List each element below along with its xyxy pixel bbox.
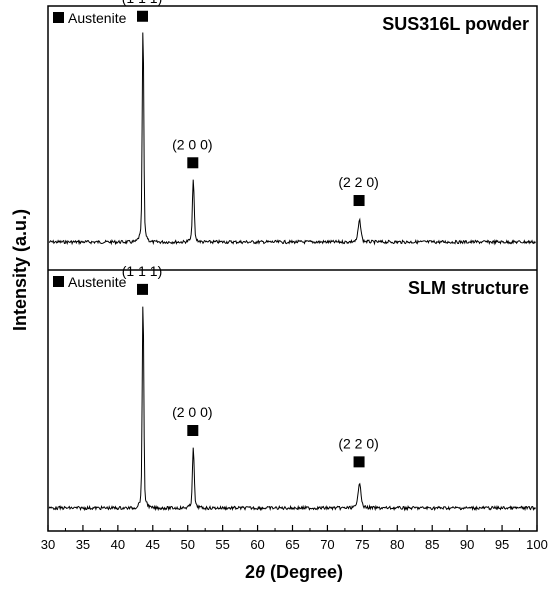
x-tick-label: 70	[320, 537, 334, 552]
x-tick-label: 30	[41, 537, 55, 552]
peak-marker	[353, 456, 365, 468]
x-axis: 30 35 40 45 50 55 60 65 70 75 80 85 90 95 100	[41, 525, 548, 552]
legend-label: Austenite	[68, 10, 127, 26]
x-tick-label: 100	[526, 537, 548, 552]
x-tick-label: 80	[390, 537, 404, 552]
panel-2: SLM structure Austenite(1 1 1) (2 0 0) (2 2…	[48, 263, 536, 512]
panel-1: SUS316L powder Austenite (1 1 1) (2 0 0) (2 …	[48, 0, 536, 246]
x-tick-label: 95	[495, 537, 509, 552]
legend-marker	[53, 276, 64, 287]
legend-marker	[53, 12, 64, 23]
spectrum-line	[48, 32, 536, 246]
x-axis-title-symbol: θ	[255, 562, 265, 582]
x-tick-label: 85	[425, 537, 439, 552]
x-axis-title-suffix: (Degree)	[265, 562, 343, 582]
x-tick-label: 90	[460, 537, 474, 552]
x-tick-label: 55	[215, 537, 229, 552]
peak-label: (1 1 1)	[122, 263, 162, 279]
peak-label: (2 2 0)	[338, 435, 378, 451]
x-tick-label: 50	[180, 537, 194, 552]
panel-title: SLM structure	[408, 278, 529, 298]
peak-marker	[353, 195, 365, 207]
peak-marker	[187, 425, 199, 436]
peak-label: (2 2 0)	[338, 174, 378, 190]
x-tick-label: 40	[111, 537, 125, 552]
x-axis-title: 2θ (Degree)	[245, 562, 343, 582]
legend-label: Austenite	[68, 274, 127, 290]
peak-marker	[187, 157, 199, 169]
peak-label: (1 1 1)	[122, 0, 162, 6]
x-tick-label: 45	[146, 537, 160, 552]
x-tick-label: 65	[285, 537, 299, 552]
peak-label: (2 0 0)	[172, 136, 212, 152]
x-tick-label: 75	[355, 537, 369, 552]
peak-label: (2 0 0)	[172, 404, 212, 420]
x-axis-title-prefix: 2	[245, 562, 255, 582]
panel-title: SUS316L powder	[382, 14, 529, 34]
spectrum-line	[48, 306, 536, 512]
peak-marker	[137, 283, 149, 295]
x-tick-label: 35	[76, 537, 90, 552]
y-axis-title: Intensity (a.u.)	[10, 209, 30, 331]
x-tick-label: 60	[250, 537, 264, 552]
peak-marker	[137, 10, 149, 22]
